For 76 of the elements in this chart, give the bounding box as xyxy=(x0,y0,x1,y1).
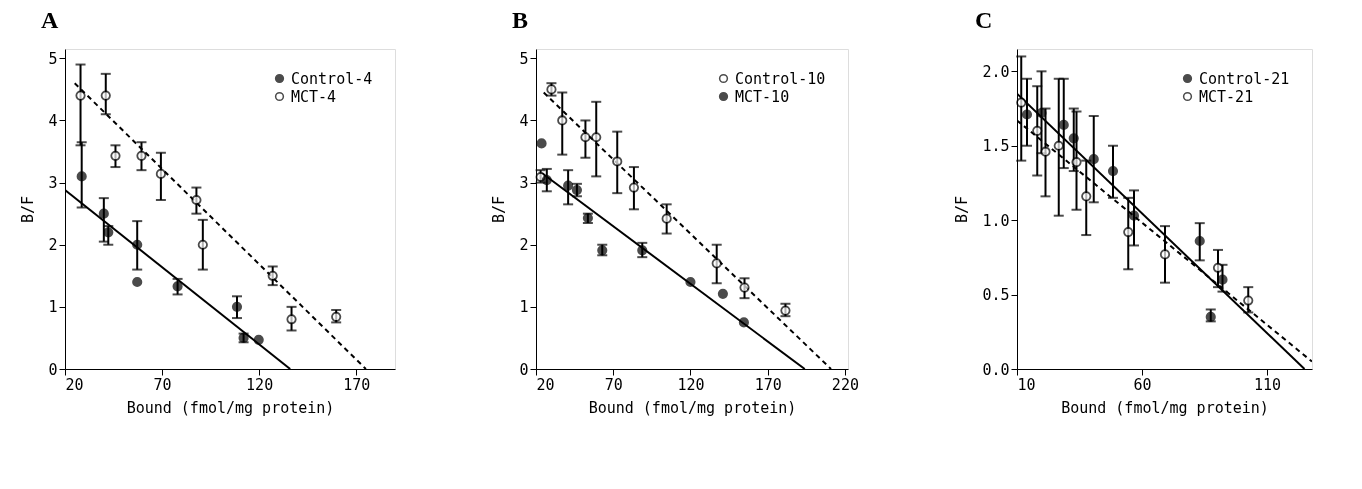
point xyxy=(172,281,183,292)
legend-label: MCT-4 xyxy=(291,87,337,106)
x-axis-title: Bound (fmol/mg protein) xyxy=(588,398,797,417)
point xyxy=(98,208,109,219)
point xyxy=(197,239,208,250)
point xyxy=(231,301,243,312)
y-tick-label: 0 xyxy=(48,360,58,379)
legend-label: MCT-21 xyxy=(1199,87,1254,106)
point xyxy=(103,227,114,238)
chart-title: C xyxy=(974,7,993,33)
legend-label: Control-4 xyxy=(291,69,373,88)
point xyxy=(557,115,568,126)
y-axis-title: B/F xyxy=(490,195,509,224)
y-tick-label: 1 xyxy=(48,298,58,317)
point xyxy=(191,194,202,206)
y-tick-label: 0.5 xyxy=(982,286,1010,305)
y-tick-label: 3 xyxy=(48,174,58,193)
point xyxy=(591,132,602,143)
point xyxy=(110,150,121,161)
y-axis-title: B/F xyxy=(953,195,972,224)
y-tick-label: 5 xyxy=(48,49,58,68)
y-tick-label: 4 xyxy=(48,111,58,130)
y-tick-label: 1.0 xyxy=(982,211,1010,230)
point xyxy=(637,245,648,256)
point xyxy=(267,270,278,281)
point xyxy=(739,282,750,293)
x-tick-label: 20 xyxy=(65,375,84,394)
point xyxy=(253,334,264,345)
x-tick-label: 110 xyxy=(1253,375,1282,394)
x-tick-label: 170 xyxy=(754,375,782,394)
point xyxy=(76,171,87,182)
x-axis-title: Bound (fmol/mg protein) xyxy=(1061,398,1269,417)
x-axis-title: Bound (fmol/mg protein) xyxy=(126,398,335,417)
x-tick-label: 120 xyxy=(677,375,705,394)
y-axis-title: B/F xyxy=(19,195,38,224)
legend-label: Control-21 xyxy=(1199,69,1290,88)
y-tick-label: 0 xyxy=(519,360,529,379)
x-tick-label: 170 xyxy=(343,375,371,394)
legend-label: Control-10 xyxy=(735,69,826,88)
x-tick-label: 70 xyxy=(153,375,172,394)
x-tick-label: 70 xyxy=(604,375,623,394)
point xyxy=(612,156,623,167)
chart-title: B xyxy=(511,7,528,33)
point xyxy=(628,182,640,193)
point xyxy=(132,276,143,288)
point xyxy=(541,175,552,186)
y-tick-label: 2.0 xyxy=(982,62,1010,81)
point xyxy=(711,258,722,269)
point xyxy=(717,288,728,299)
point xyxy=(155,168,166,179)
x-tick-label: 220 xyxy=(831,375,859,394)
y-tick-label: 1.5 xyxy=(982,137,1010,156)
point xyxy=(563,180,574,191)
y-tick-label: 2 xyxy=(519,236,529,255)
x-tick-label: 20 xyxy=(536,375,555,394)
point xyxy=(75,90,86,101)
point xyxy=(661,213,672,224)
y-tick-label: 5 xyxy=(519,49,529,68)
y-tick-label: 1 xyxy=(519,298,529,317)
x-tick-label: 120 xyxy=(246,375,274,394)
point xyxy=(580,132,591,143)
legend-label: MCT-10 xyxy=(735,87,790,106)
point xyxy=(286,314,297,325)
point xyxy=(536,138,547,149)
point xyxy=(738,317,749,328)
y-tick-label: 4 xyxy=(519,111,529,130)
point xyxy=(136,150,147,161)
y-tick-label: 2 xyxy=(48,236,58,255)
point xyxy=(132,239,143,250)
y-tick-label: 3 xyxy=(519,174,529,193)
y-tick-label: 0.0 xyxy=(982,360,1010,379)
x-tick-label: 60 xyxy=(1133,375,1152,394)
point xyxy=(685,276,696,288)
x-tick-label: 10 xyxy=(1017,375,1036,394)
point xyxy=(100,90,111,101)
chart-title: A xyxy=(40,7,59,33)
